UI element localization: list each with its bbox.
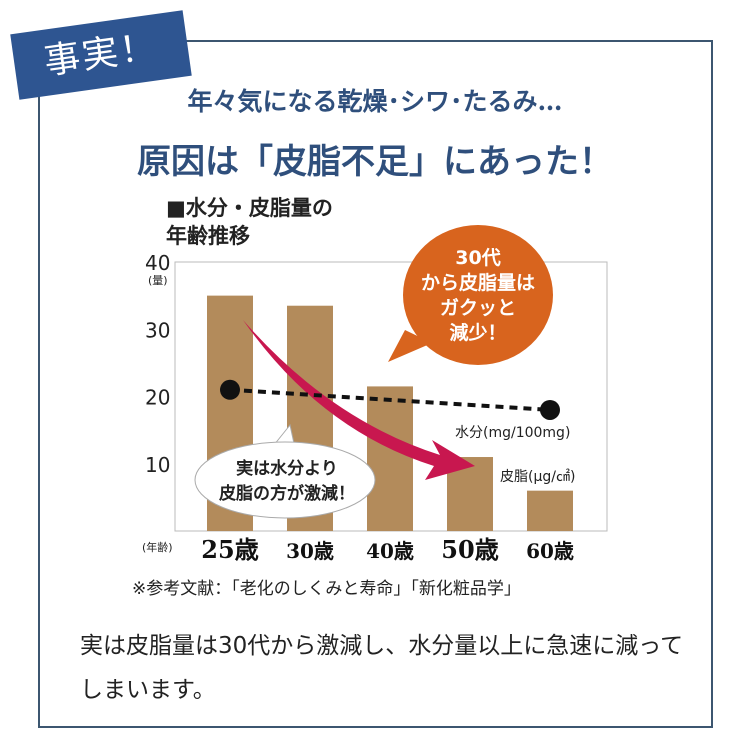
- y-tick-label: 30: [145, 318, 170, 342]
- decline-arrow: [243, 320, 475, 480]
- white-callout: [194, 441, 376, 519]
- water-legend: 水分(mg/100mg): [455, 425, 570, 441]
- source-note: ※参考文献：「老化のしくみと寿命」「新化粧品学」: [132, 579, 521, 599]
- orange-callout-text: 30代: [455, 247, 500, 269]
- content-frame: [38, 40, 713, 728]
- body-text: 実は皮脂量は30代から激減し、水分量以上に急速に減ってしまいます。: [80, 633, 684, 703]
- x-tick-label: 30歳: [286, 539, 334, 563]
- orange-callout-text: 減少！: [449, 321, 506, 344]
- chart-title-line1: ■水分・皮脂量の: [166, 196, 333, 220]
- orange-callout-text: ガクッと: [440, 297, 516, 319]
- bar-4: [527, 490, 573, 531]
- chart-title: ■水分・皮脂量の 年齢推移: [166, 194, 333, 250]
- x-tick-label: 25歳: [201, 535, 258, 564]
- y-tick-label: 20: [145, 386, 170, 410]
- x-axis-label: (年齢): [142, 540, 173, 554]
- orange-callout: [403, 225, 553, 365]
- white-callout-text: 皮脂の方が激減！: [219, 483, 355, 504]
- headline-sub: 年々気になる乾燥･シワ･たるみ…: [187, 87, 563, 116]
- x-tick-label: 40歳: [366, 539, 414, 563]
- orange-callout-text: から皮脂量は: [421, 271, 535, 294]
- y-tick-label: 10: [145, 453, 170, 477]
- water-point-0: [220, 379, 240, 400]
- chart-title-line2: 年齢推移: [166, 224, 250, 248]
- bar-2: [367, 386, 413, 531]
- water-line: [229, 387, 551, 412]
- y-tick-label: 40: [145, 251, 170, 275]
- x-tick-label: 60歳: [526, 539, 574, 563]
- sebum-legend: 皮脂(μg/㎠): [500, 469, 575, 485]
- x-tick-label: 50歳: [441, 535, 498, 564]
- water-point-1: [540, 399, 560, 420]
- white-callout-text: 実は水分より: [236, 458, 338, 479]
- y-axis-label: (量): [148, 274, 168, 287]
- headline-main: 原因は「皮脂不足」にあった！: [137, 142, 613, 182]
